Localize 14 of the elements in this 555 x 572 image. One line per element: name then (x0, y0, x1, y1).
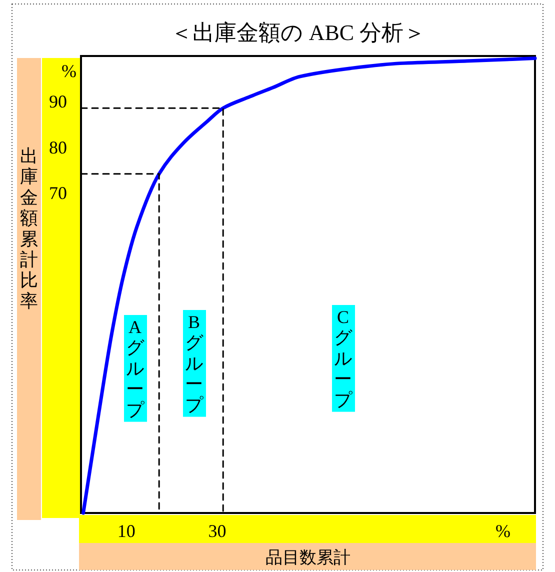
y-tick-label: 80 (49, 137, 67, 158)
x-tick-label: 10 (117, 521, 136, 541)
annotation: Aグループ (126, 317, 145, 420)
x-tick-label: 30 (208, 521, 226, 541)
annotation: Cグループ (334, 307, 353, 410)
text: % (62, 61, 76, 81)
line-series (82, 56, 537, 515)
y-axis-title: 出庫金額累計比率 (20, 146, 38, 311)
chart-title: ＜出庫金額の ABC 分析＞ (170, 20, 426, 45)
y-tick-label: 90 (49, 92, 67, 112)
text: % (496, 521, 510, 541)
x-axis-title: 品目数累計 (266, 548, 350, 567)
annotation: Bグループ (185, 312, 204, 415)
y-tick-label: 70 (49, 183, 67, 204)
